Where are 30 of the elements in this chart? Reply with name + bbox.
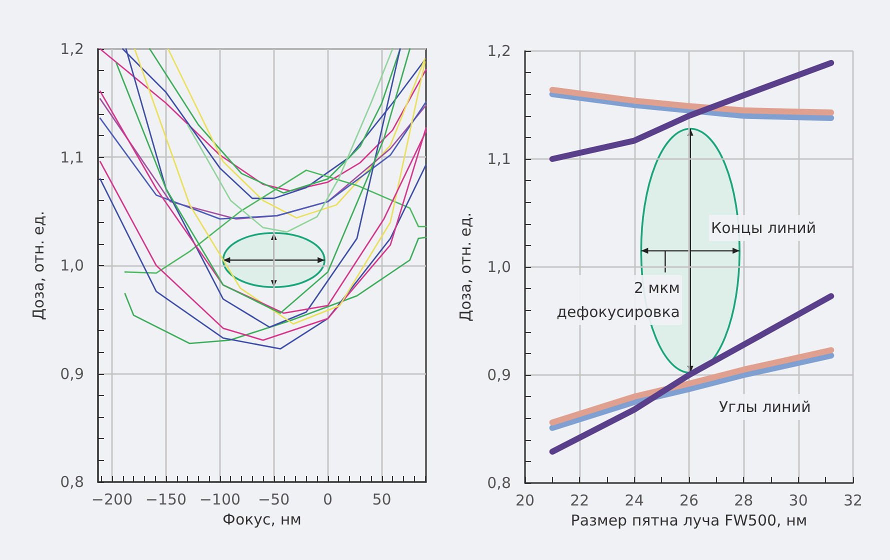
x-tick-label: −200 (91, 490, 133, 508)
y-tick-label: 0,8 (60, 473, 84, 491)
y-axis-title: Доза, отн. ед. (456, 212, 474, 322)
y-tick-label: 1,0 (487, 258, 511, 276)
x-tick-label: 50 (372, 490, 392, 508)
x-tick-label: 24 (624, 492, 644, 510)
y-tick-label: 1,2 (60, 40, 84, 58)
y-tick-label: 1,1 (487, 150, 511, 168)
x-tick-label: 28 (734, 492, 754, 510)
x-tick-label: 20 (515, 492, 535, 510)
y-tick-label: 1,0 (60, 256, 84, 274)
annotation: 2 мкм дефокусировка (556, 279, 680, 321)
x-axis-title: Размер пятна луча FW500, нм (570, 512, 808, 530)
x-tick-label: 26 (679, 492, 699, 510)
y-tick-label: 1,2 (487, 42, 511, 60)
y-tick-label: 0,9 (60, 364, 84, 383)
y-tick-label: 0,8 (487, 474, 511, 492)
annotation: Концы линий (711, 219, 816, 237)
y-tick-label: 1,1 (60, 148, 84, 166)
annotation: Углы линий (719, 398, 811, 416)
x-tick-label: 30 (788, 492, 808, 510)
y-axis-title: Доза, отн. ед. (30, 210, 48, 320)
x-axis-title: Фокус, нм (222, 510, 302, 528)
x-tick-label: −100 (199, 490, 241, 508)
x-tick-label: −50 (258, 490, 290, 508)
y-tick-label: 0,9 (487, 366, 511, 384)
x-tick-label: 32 (843, 492, 863, 510)
x-tick-label: 22 (570, 492, 590, 510)
x-tick-label: 0 (323, 490, 333, 508)
x-tick-label: −150 (145, 490, 187, 508)
